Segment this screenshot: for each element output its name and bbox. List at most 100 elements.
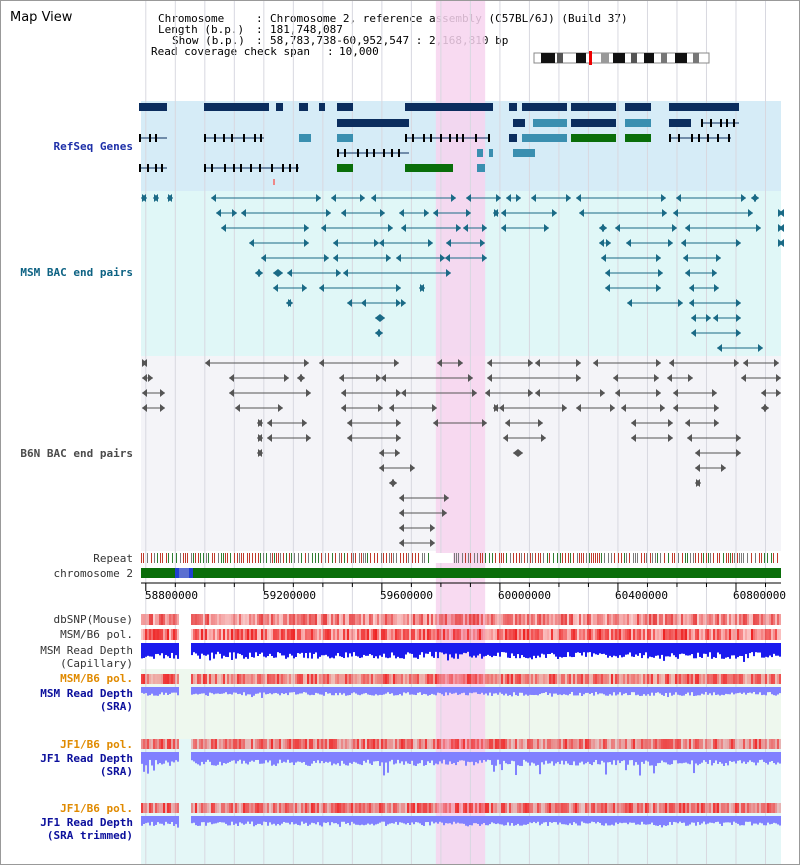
msm-cap-depth-bar <box>163 643 165 659</box>
msm-sra-depth-bar <box>677 687 679 695</box>
msm-cap-depth-bar <box>151 643 153 657</box>
jf1-trim-depth-bar <box>541 816 543 824</box>
jf1-trim-depth-bar <box>281 816 283 824</box>
jf1-sra-depth-bar <box>587 752 589 762</box>
jf1-sra-depth-bar <box>315 752 317 763</box>
repeat-mark <box>777 553 778 563</box>
msm-pol-heat <box>151 629 153 640</box>
gene-exon <box>398 149 400 157</box>
msm-cap-depth-bar <box>375 643 377 657</box>
msm-bac-end-left <box>343 269 348 277</box>
msm-sra-pol-heat <box>645 674 647 684</box>
msm-sra-depth-bar <box>645 687 647 696</box>
msm-pol-heat <box>177 629 179 640</box>
msm-sra-pol-heat <box>567 674 569 684</box>
jf1-pol-heat <box>763 739 765 749</box>
dbsnp-heat <box>767 614 769 625</box>
jf1-trim-depth-bar <box>599 816 601 823</box>
jf1-trim-depth-bar <box>407 816 409 823</box>
jf1-trim-pol-heat <box>383 803 385 813</box>
jf1-trim-pol-heat <box>277 803 279 813</box>
dbsnp-heat <box>681 614 683 625</box>
msm-pol-heat <box>555 629 557 640</box>
jf1-trim-pol-heat <box>255 803 257 813</box>
jf1-trim-depth-bar <box>581 816 583 822</box>
repeat-mark <box>412 553 413 563</box>
jf1-trim-pol-heat <box>715 803 717 813</box>
dbsnp-heat <box>319 614 321 625</box>
msm-sra-depth-bar <box>707 687 709 695</box>
repeat-mark <box>470 553 471 563</box>
jf1-trim-pol-heat <box>295 803 297 813</box>
jf1-sra-depth-bar <box>621 752 623 762</box>
jf1-sra-depth-bar <box>469 752 471 763</box>
repeat-mark <box>664 553 665 563</box>
dbsnp-heat <box>427 614 429 625</box>
msm-cap-depth-bar <box>605 643 607 655</box>
gene-block <box>489 149 493 157</box>
dbsnp-heat <box>711 614 713 625</box>
msm-pol-heat <box>441 629 443 640</box>
jf1-trim-depth-bar <box>535 816 537 824</box>
msm-pol-heat <box>401 629 403 640</box>
msm-sra-pol-heat <box>285 674 287 684</box>
msm-pol-heat <box>223 629 225 640</box>
msm-pol-heat <box>779 629 781 640</box>
msm-pol-heat <box>501 629 503 640</box>
b6n-bac-end-right <box>494 404 499 412</box>
msm-sra-depth-bar <box>273 687 275 694</box>
dbsnp-heat <box>363 614 365 625</box>
jf1-trim-depth-bar <box>171 816 173 822</box>
msm-cap-depth-bar <box>351 643 353 657</box>
repeat-mark <box>341 553 342 563</box>
msm-cap-depth-bar <box>309 643 311 653</box>
repeat-mark <box>160 553 161 563</box>
jf1-sra-depth-bar <box>517 752 519 766</box>
b6n-bac-end-left <box>631 434 636 442</box>
msm-bac-end-left <box>261 254 266 262</box>
jf1-pol-heat <box>455 739 457 749</box>
msm-cap-depth-bar <box>473 643 475 656</box>
msm-sra-depth-bar <box>507 687 509 696</box>
jf1-sra-depth-bar <box>473 752 475 766</box>
msm-cap-depth-bar <box>779 643 781 657</box>
dbsnp-heat <box>463 614 465 625</box>
jf1-trim-pol-heat <box>317 803 319 813</box>
msm-sra-depth-bar <box>703 687 705 695</box>
jf1-trim-depth-bar <box>741 816 743 826</box>
msm-sra-depth-bar <box>477 687 479 694</box>
repeat-mark <box>187 553 188 563</box>
jf1-pol-heat <box>527 739 529 749</box>
jf1-trim-pol-heat <box>661 803 663 813</box>
dbsnp-heat <box>557 614 559 625</box>
msm-bac-end-right <box>324 254 329 262</box>
jf1-trim-depth-bar <box>265 816 267 822</box>
msm-cap-depth-bar <box>171 643 173 653</box>
jf1-sra-depth-bar <box>307 752 309 766</box>
dbsnp-heat <box>643 614 645 625</box>
header-chromosome-sep: : <box>256 12 263 25</box>
jf1-trim-depth-bar <box>459 816 461 824</box>
msm-sra-pol-heat <box>525 674 527 684</box>
repeat-mark <box>565 553 566 563</box>
jf1-sra-depth-bar <box>559 752 561 765</box>
jf1-sra-depth-bar <box>267 752 269 763</box>
msm-sra-pol-heat <box>545 674 547 684</box>
ideogram-band <box>631 53 637 63</box>
msm-sra-depth-bar <box>241 687 243 696</box>
b6n-bac-end-left <box>229 389 234 397</box>
b6n-bac-end-right <box>396 389 401 397</box>
jf1-sra-depth-bar <box>531 752 533 763</box>
jf1-sra-depth-bar <box>329 752 331 762</box>
jf1-pol-heat <box>519 739 521 749</box>
msm-sra-pol-heat <box>535 674 537 684</box>
jf1-sra-depth-bar <box>309 752 311 766</box>
jf1-sra-depth-bar <box>367 752 369 760</box>
dbsnp-heat <box>577 614 579 625</box>
jf1-pol-heat <box>159 739 161 749</box>
b6n-bac-end-right <box>610 404 615 412</box>
msm-pol-heat <box>321 629 323 640</box>
dbsnp-heat <box>517 614 519 625</box>
dbsnp-heat <box>565 614 567 625</box>
